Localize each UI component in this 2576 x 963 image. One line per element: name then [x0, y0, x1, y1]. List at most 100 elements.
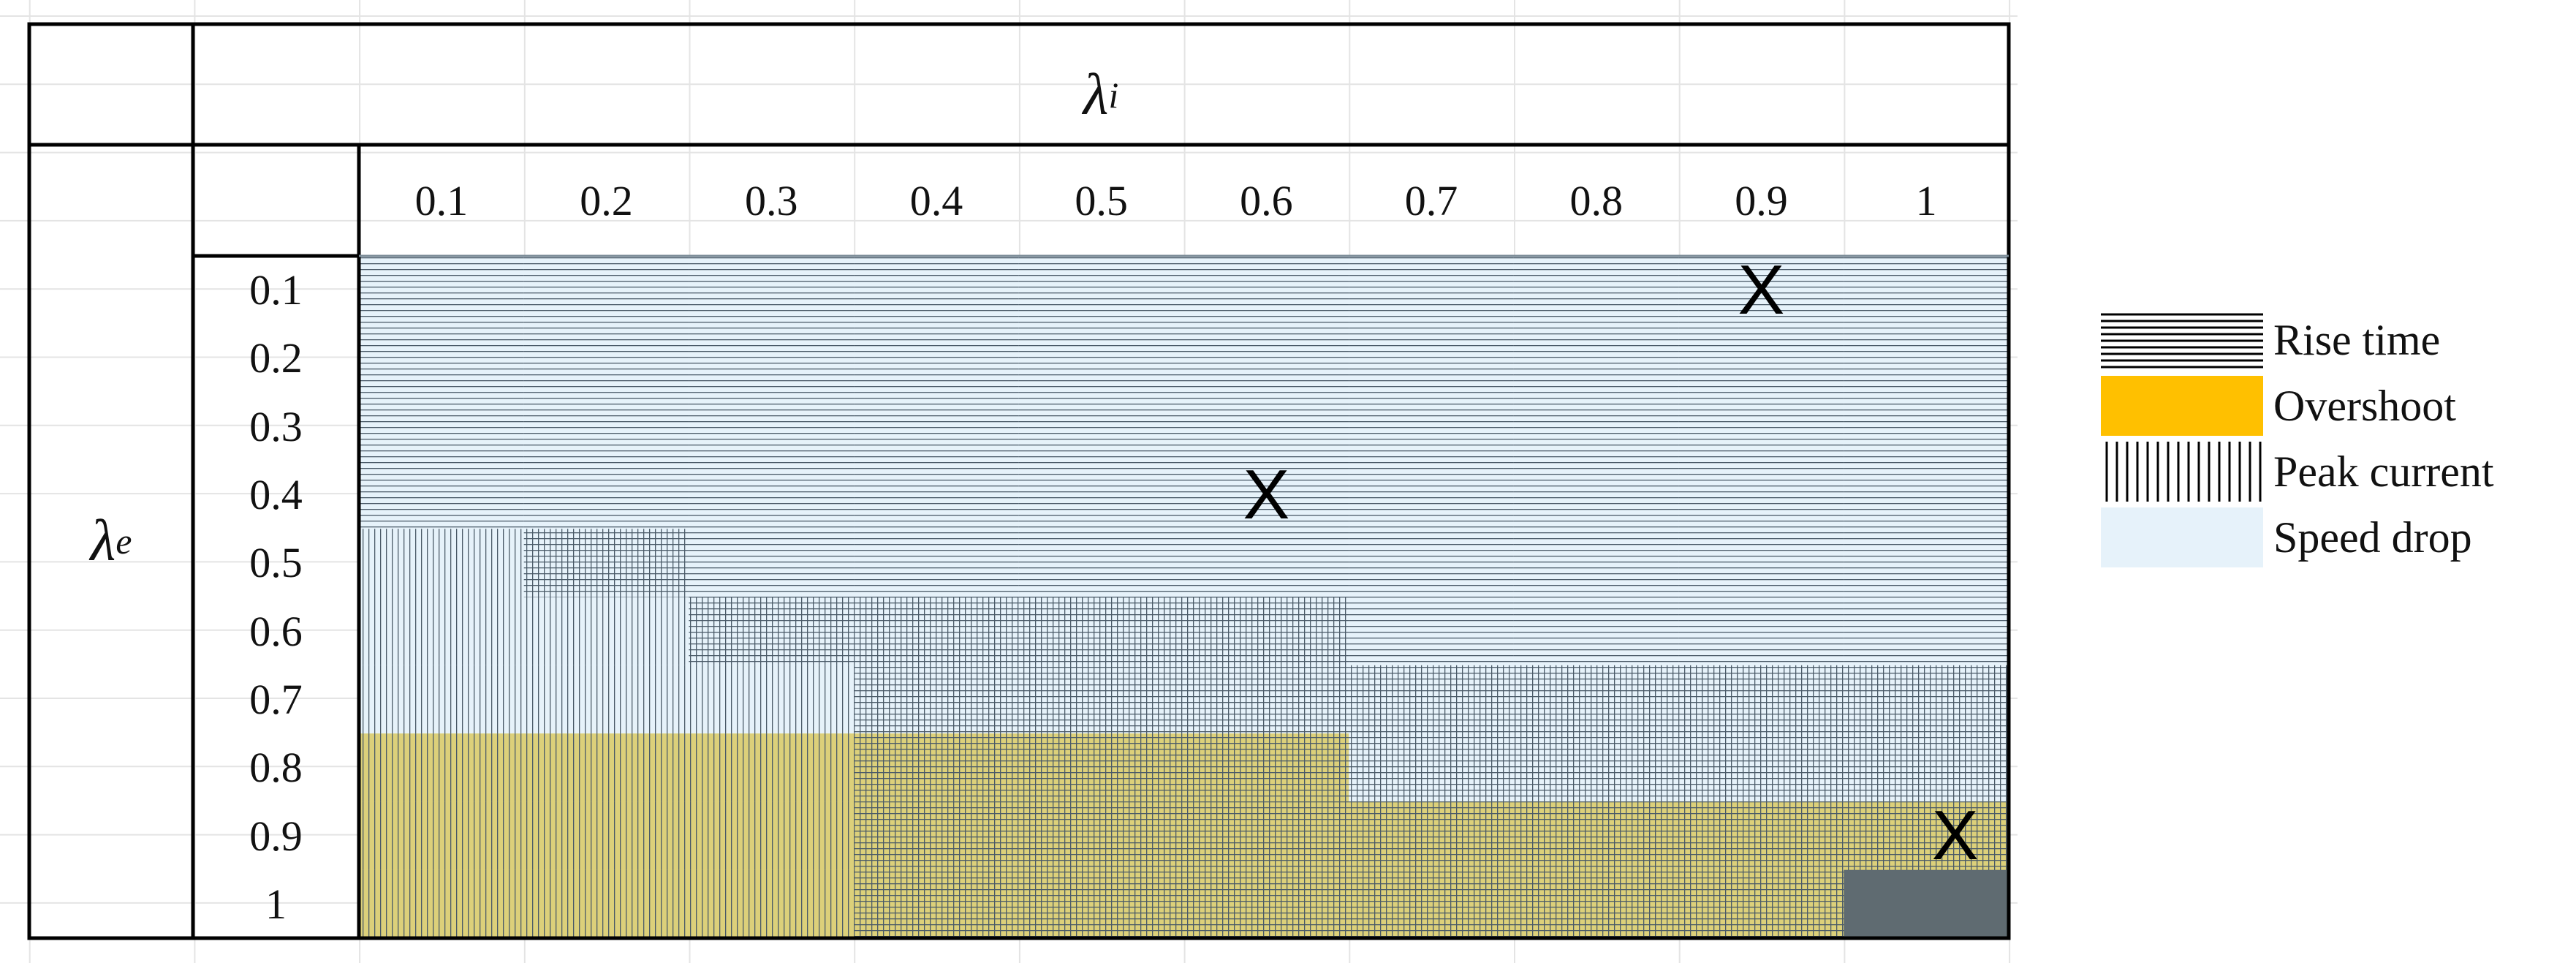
- grid-cell: [1018, 665, 1184, 734]
- legend-label: Rise time: [2273, 315, 2441, 364]
- row-header: 0.5: [249, 539, 303, 587]
- grid-cell: [1018, 733, 1184, 802]
- legend-item-speed-drop: Speed drop: [2098, 505, 2566, 570]
- grid-cell: [1183, 869, 1349, 939]
- column-header: 1: [1915, 176, 1937, 224]
- grid-cell: [523, 801, 689, 871]
- x-marker: X: [1243, 455, 1290, 534]
- grid-cell: [523, 733, 689, 802]
- grid-cell: [1513, 665, 1680, 734]
- grid-cell: [1018, 597, 1184, 666]
- grid-cell: [689, 256, 855, 325]
- grid-cell: [1678, 869, 1844, 939]
- grid-cell: [854, 733, 1020, 802]
- grid-cell: [1678, 801, 1844, 871]
- rise-time-swatch: [2101, 310, 2263, 370]
- grid-cell: [1349, 529, 1515, 597]
- grid-cell: [1349, 324, 1515, 393]
- grid-cell: [1513, 256, 1680, 325]
- grid-cell: [1844, 665, 2009, 734]
- grid-cell: [359, 733, 525, 802]
- grid-cell: [689, 801, 855, 871]
- grid-cell: [1183, 392, 1349, 461]
- column-axis-subscript: i: [1108, 75, 1119, 116]
- grid-cell: [689, 392, 855, 461]
- legend-item-peak-current: Peak current: [2098, 439, 2566, 505]
- column-header: 0.8: [1569, 176, 1623, 224]
- peak-current-swatch: [2101, 442, 2263, 502]
- grid-cell: [359, 529, 525, 597]
- legend-item-overshoot: Overshoot: [2098, 373, 2566, 439]
- column-axis-symbol: λ: [1083, 62, 1109, 127]
- grid-cell: [1183, 460, 1349, 529]
- grid-cell: [1844, 869, 2009, 939]
- grid-cell: [1183, 597, 1349, 666]
- grid-cell: [854, 460, 1020, 529]
- overshoot-swatch: [2101, 376, 2263, 436]
- row-axis-subscript: e: [115, 521, 132, 562]
- column-header: 0.4: [909, 176, 963, 224]
- grid-cell: [1513, 733, 1680, 802]
- row-axis-symbol: λ: [90, 508, 116, 573]
- grid-cell: [1513, 529, 1680, 597]
- grid-cell: [1349, 597, 1515, 666]
- grid-cell: [1844, 324, 2009, 393]
- grid-cell: [359, 324, 525, 393]
- grid-cell: [1513, 460, 1680, 529]
- row-header: 0.6: [249, 607, 303, 655]
- grid-cell: [523, 665, 689, 734]
- grid-cell: [1513, 597, 1680, 666]
- legend-label: Overshoot: [2273, 381, 2456, 430]
- grid-cell: [689, 869, 855, 939]
- grid-cell: [1183, 324, 1349, 393]
- column-header: 0.6: [1240, 176, 1293, 224]
- row-header: 0.9: [249, 812, 303, 860]
- grid-cell: [689, 324, 855, 393]
- grid-cell: [1018, 392, 1184, 461]
- grid-cell: [1844, 460, 2009, 529]
- column-header: 0.3: [744, 176, 798, 224]
- grid-cell: [1018, 801, 1184, 871]
- grid-cell: [359, 460, 525, 529]
- grid-cell: [854, 392, 1020, 461]
- grid-cell: [1349, 733, 1515, 802]
- grid-cell: [523, 529, 689, 597]
- grid-cell: [1183, 733, 1349, 802]
- grid-cell: [359, 256, 525, 325]
- grid-cell: [854, 801, 1020, 871]
- grid-cell: [854, 324, 1020, 393]
- column-header: 0.2: [580, 176, 633, 224]
- x-marker: X: [1738, 250, 1785, 329]
- grid-cell: [1844, 529, 2009, 597]
- grid-cell: [359, 392, 525, 461]
- grid-cell: [1018, 869, 1184, 939]
- grid-cell: [1678, 665, 1844, 734]
- grid-cell: [689, 665, 855, 734]
- grid-cell: [1018, 460, 1184, 529]
- grid-cell: [1018, 529, 1184, 597]
- grid-cell: [854, 256, 1020, 325]
- column-header: 0.7: [1404, 176, 1458, 224]
- grid-cell: [523, 324, 689, 393]
- grid-cell: [1183, 256, 1349, 325]
- grid-cell: [854, 869, 1020, 939]
- column-header: 0.9: [1735, 176, 1788, 224]
- row-header: 0.8: [249, 744, 303, 792]
- grid-cell: [1844, 392, 2009, 461]
- grid-cell: [854, 597, 1020, 666]
- grid-cell: [854, 529, 1020, 597]
- grid-cell: [523, 869, 689, 939]
- legend-item-rise-time: Rise time: [2098, 307, 2566, 373]
- grid-cell: [1678, 597, 1844, 666]
- grid-cell: [1183, 665, 1349, 734]
- grid-cell: [1513, 869, 1680, 939]
- grid-cell: [1349, 869, 1515, 939]
- column-header: 0.5: [1075, 176, 1128, 224]
- grid-cell: [1349, 665, 1515, 734]
- grid-cell: [523, 392, 689, 461]
- grid-cell: [1183, 801, 1349, 871]
- legend-label: Peak current: [2273, 447, 2494, 496]
